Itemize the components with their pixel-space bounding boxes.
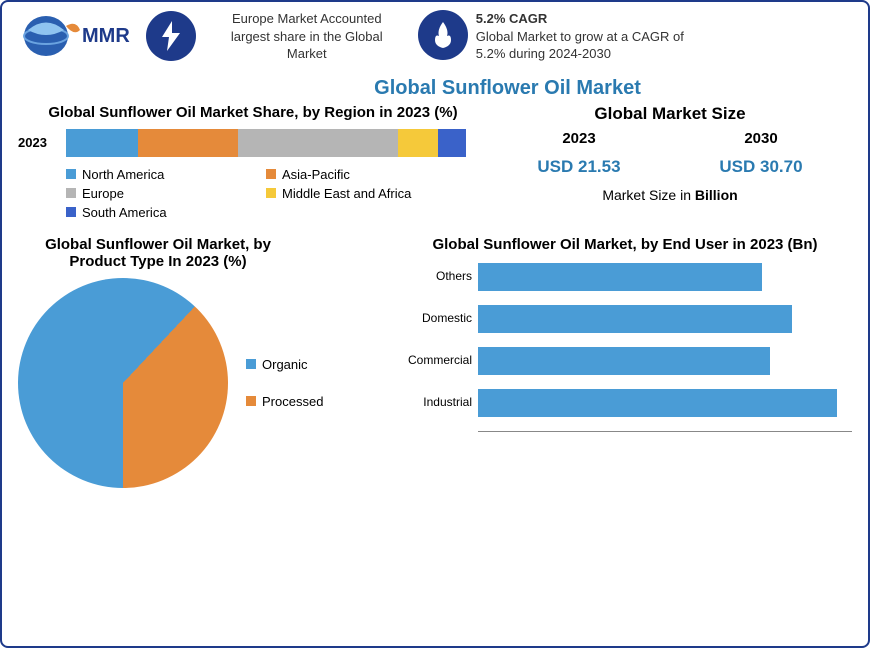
region-chart-title: Global Sunflower Oil Market Share, by Re…	[18, 104, 488, 121]
bolt-icon	[146, 11, 196, 61]
hbar-label: Others	[398, 270, 478, 283]
hbar-row: Industrial	[398, 389, 852, 417]
legend-label: Organic	[262, 357, 308, 372]
row-region-size: Global Sunflower Oil Market Share, by Re…	[2, 104, 868, 220]
ms-value-0: USD 21.53	[537, 157, 620, 177]
legend-item: Processed	[246, 394, 323, 409]
legend-label: Processed	[262, 394, 323, 409]
swatch-icon	[266, 188, 276, 198]
swatch-icon	[266, 169, 276, 179]
legend-label: North America	[82, 167, 164, 182]
cagr-title: 5.2% CAGR	[476, 10, 686, 28]
hbar-fill	[478, 347, 770, 375]
swatch-icon	[66, 169, 76, 179]
hbar-label: Commercial	[398, 354, 478, 367]
legend-item: Middle East and Africa	[266, 186, 466, 201]
swatch-icon	[66, 207, 76, 217]
hbar-row: Others	[398, 263, 852, 291]
stacked-seg	[138, 129, 238, 157]
hbar-fill	[478, 389, 837, 417]
hbar-track	[478, 263, 852, 291]
year-label: 2023	[18, 135, 58, 150]
legend-label: South America	[82, 205, 167, 220]
hbar-label: Industrial	[398, 396, 478, 409]
cagr-text: 5.2% CAGR Global Market to grow at a CAG…	[476, 10, 686, 63]
hbar-chart: Others Domestic Commercial Industrial	[398, 263, 852, 417]
ms-sub-prefix: Market Size in	[602, 187, 695, 203]
ms-value-1: USD 30.70	[719, 157, 802, 177]
stacked-bar	[66, 129, 466, 157]
pie-legend: Organic Processed	[246, 357, 323, 409]
row-pie-hbar: Global Sunflower Oil Market, by Product …	[2, 228, 868, 488]
main-title: Global Sunflower Oil Market	[147, 77, 868, 100]
logo-text: MMR	[82, 25, 130, 48]
legend-item: South America	[66, 205, 266, 220]
legend-label: Middle East and Africa	[282, 186, 411, 201]
legend-item: North America	[66, 167, 266, 182]
stacked-row: 2023	[18, 129, 488, 157]
stacked-seg	[66, 129, 138, 157]
pie-chart-block: Global Sunflower Oil Market, by Product …	[18, 236, 398, 488]
swatch-icon	[246, 359, 256, 369]
ms-year-1: 2030	[744, 130, 777, 147]
cagr-block: 5.2% CAGR Global Market to grow at a CAG…	[418, 10, 686, 63]
pie-chart	[18, 278, 228, 488]
flame-icon	[418, 10, 468, 60]
pie-row: Organic Processed	[18, 278, 398, 488]
swatch-icon	[66, 188, 76, 198]
market-size-values: USD 21.53 USD 30.70	[488, 157, 852, 177]
stacked-seg	[398, 129, 438, 157]
mmr-logo: MMR	[18, 10, 130, 62]
hbar-chart-title: Global Sunflower Oil Market, by End User…	[398, 236, 852, 253]
market-size-sub: Market Size in Billion	[488, 187, 852, 203]
stacked-seg	[438, 129, 466, 157]
legend-label: Asia-Pacific	[282, 167, 350, 182]
hbar-row: Commercial	[398, 347, 852, 375]
hbar-track	[478, 389, 852, 417]
market-size-years: 2023 2030	[488, 130, 852, 147]
hbar-track	[478, 305, 852, 333]
legend-item: Asia-Pacific	[266, 167, 466, 182]
swatch-icon	[246, 396, 256, 406]
hbar-axis	[478, 431, 852, 432]
hbar-fill	[478, 263, 762, 291]
ms-year-0: 2023	[562, 130, 595, 147]
hbar-fill	[478, 305, 792, 333]
region-legend: North America Asia-Pacific Europe Middle Ea…	[66, 167, 488, 220]
market-size: Global Market Size 2023 2030 USD 21.53 U…	[488, 104, 852, 220]
hbar-chart-block: Global Sunflower Oil Market, by End User…	[398, 236, 852, 488]
header: MMR Europe Market Accounted largest shar…	[2, 2, 868, 71]
market-size-title: Global Market Size	[488, 104, 852, 124]
legend-label: Europe	[82, 186, 124, 201]
hbar-row: Domestic	[398, 305, 852, 333]
region-chart: Global Sunflower Oil Market Share, by Re…	[18, 104, 488, 220]
stacked-seg	[238, 129, 398, 157]
hbar-label: Domestic	[398, 312, 478, 325]
pie-chart-title: Global Sunflower Oil Market, by Product …	[18, 236, 298, 270]
ms-sub-bold: Billion	[695, 187, 738, 203]
hbar-track	[478, 347, 852, 375]
cagr-desc: Global Market to grow at a CAGR of 5.2% …	[476, 29, 684, 62]
legend-item: Europe	[66, 186, 266, 201]
legend-item: Organic	[246, 357, 323, 372]
insight-text: Europe Market Accounted largest share in…	[212, 10, 402, 63]
